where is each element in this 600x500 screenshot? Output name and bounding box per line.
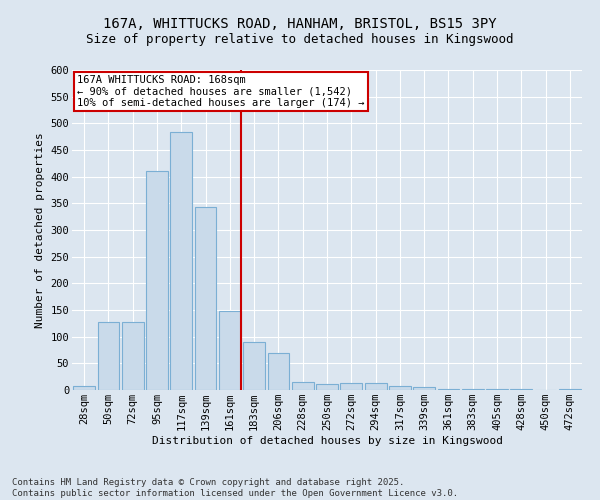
X-axis label: Distribution of detached houses by size in Kingswood: Distribution of detached houses by size …: [151, 436, 503, 446]
Bar: [292, 382, 314, 390]
Bar: [243, 342, 265, 390]
Bar: [73, 386, 95, 390]
Bar: [170, 132, 192, 390]
Bar: [194, 207, 217, 390]
Bar: [122, 322, 143, 390]
Bar: [437, 389, 460, 390]
Bar: [316, 384, 338, 390]
Text: 167A, WHITTUCKS ROAD, HANHAM, BRISTOL, BS15 3PY: 167A, WHITTUCKS ROAD, HANHAM, BRISTOL, B…: [103, 18, 497, 32]
Bar: [462, 389, 484, 390]
Bar: [559, 389, 581, 390]
Bar: [268, 352, 289, 390]
Text: 167A WHITTUCKS ROAD: 168sqm
← 90% of detached houses are smaller (1,542)
10% of : 167A WHITTUCKS ROAD: 168sqm ← 90% of det…: [77, 75, 365, 108]
Bar: [413, 388, 435, 390]
Bar: [97, 322, 119, 390]
Text: Size of property relative to detached houses in Kingswood: Size of property relative to detached ho…: [86, 32, 514, 46]
Text: Contains HM Land Registry data © Crown copyright and database right 2025.
Contai: Contains HM Land Registry data © Crown c…: [12, 478, 458, 498]
Bar: [486, 389, 508, 390]
Bar: [389, 386, 411, 390]
Y-axis label: Number of detached properties: Number of detached properties: [35, 132, 45, 328]
Bar: [365, 383, 386, 390]
Bar: [146, 172, 168, 390]
Bar: [340, 383, 362, 390]
Bar: [219, 311, 241, 390]
